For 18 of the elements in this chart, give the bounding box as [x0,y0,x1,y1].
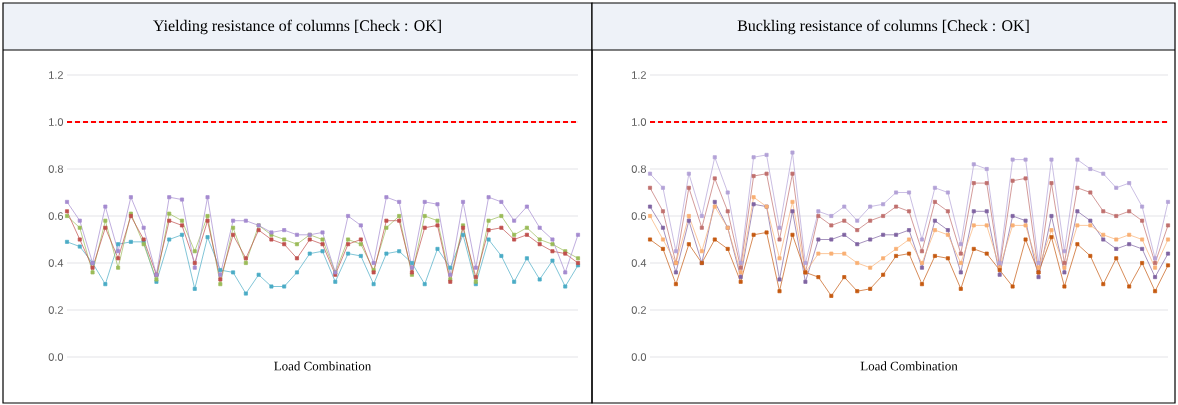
y-tick-label: 0.6 [48,212,63,220]
y-tick-label: 0.8 [631,165,647,173]
chart-title: Buckling resistance of columns [Check : OK] [737,19,1029,35]
y-tick-label: 0.0 [48,353,64,361]
y-tick-label: 0.8 [48,165,63,173]
y-tick-label: 1.0 [632,118,647,126]
y-tick-label: 0.2 [631,306,646,314]
y-tick-label: 0.2 [48,306,63,314]
y-tick-label: 1.0 [49,118,64,126]
y-tick-label: 0.4 [631,259,647,267]
y-tick-label: 1.2 [49,71,63,79]
y-tick-label: 0.4 [48,259,64,267]
y-tick-label: 0.0 [631,353,647,361]
y-tick-label: 1.2 [632,71,646,79]
x-axis-title: Load Combination [274,361,372,371]
y-tick-label: 0.6 [631,212,647,220]
x-axis-title: Load Combination [860,361,958,371]
chart-title: Yielding resistance of columns [Check : OK] [153,19,441,35]
